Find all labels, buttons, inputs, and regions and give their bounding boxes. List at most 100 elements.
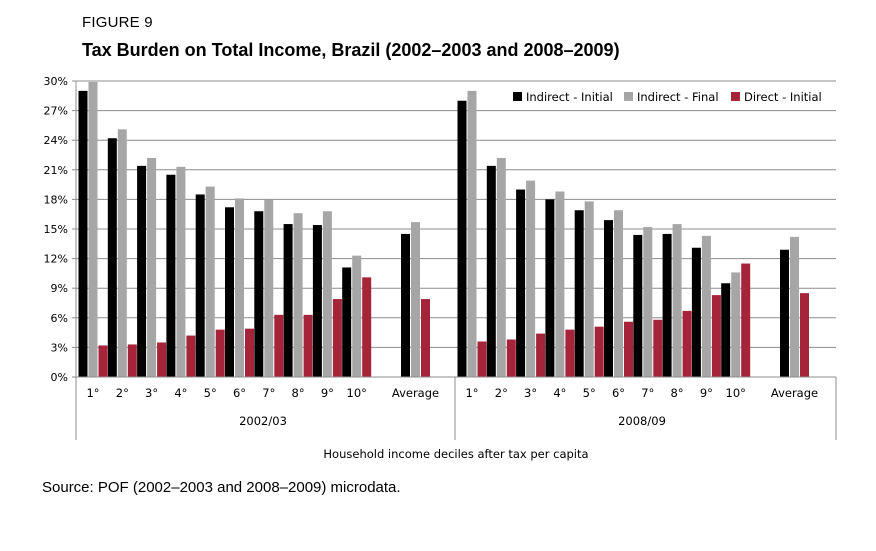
bar-2002-03-1-4 xyxy=(205,186,215,377)
y-tick-label: 30% xyxy=(44,75,68,88)
x-tick-label: 10° xyxy=(726,386,746,400)
bar-2002-03-0-7 xyxy=(283,224,293,377)
legend-label: Indirect - Initial xyxy=(526,90,613,104)
x-tick-label: 10° xyxy=(347,386,367,400)
bar-2002-03-1-0 xyxy=(88,81,98,377)
bar-2008-09-2-6 xyxy=(653,319,663,377)
bar-2002-03-2-1 xyxy=(127,344,137,377)
x-tick-label: 5° xyxy=(204,386,217,400)
x-tick-label: 9° xyxy=(700,386,713,400)
bar-2008-09-2-1 xyxy=(506,339,516,377)
x-tick-label: 3° xyxy=(145,386,158,400)
x-tick-label: 2° xyxy=(116,386,129,400)
source-note: Source: POF (2002–2003 and 2008–2009) mi… xyxy=(42,479,401,496)
x-tick-label: 7° xyxy=(641,386,654,400)
bar-2008-09-1-7 xyxy=(672,224,682,377)
bar-2008-09-2-3 xyxy=(565,329,575,377)
legend-swatch xyxy=(624,92,633,101)
bar-2002-03-0-3 xyxy=(166,174,176,377)
y-tick-label: 9% xyxy=(51,282,68,295)
legend-swatch xyxy=(731,92,740,101)
y-tick-label: 15% xyxy=(44,223,68,236)
x-tick-label: 5° xyxy=(583,386,596,400)
bar-2008-09-1-10 xyxy=(790,236,799,377)
bar-2002-03-2-9 xyxy=(362,277,372,377)
y-tick-label: 21% xyxy=(44,164,68,177)
y-tick-label: 6% xyxy=(51,312,68,325)
bar-2002-03-0-8 xyxy=(312,225,322,377)
y-tick-label: 3% xyxy=(51,341,68,354)
x-tick-label: 4° xyxy=(174,386,187,400)
legend-label: Indirect - Final xyxy=(637,90,719,104)
x-tick-label: 2° xyxy=(495,386,508,400)
figure-label: FIGURE 9 xyxy=(82,14,153,31)
bar-2008-09-0-0 xyxy=(457,100,467,377)
bar-2002-03-1-9 xyxy=(352,255,362,377)
bar-2008-09-1-4 xyxy=(584,201,594,377)
bar-2002-03-0-0 xyxy=(78,90,88,377)
bar-2008-09-1-5 xyxy=(614,210,623,377)
bar-2008-09-2-10 xyxy=(800,293,809,377)
y-tick-label: 27% xyxy=(44,105,68,118)
bar-2008-09-2-8 xyxy=(711,295,721,377)
bar-2002-03-2-4 xyxy=(215,329,225,377)
bar-2008-09-0-5 xyxy=(604,220,613,377)
x-tick-label: 4° xyxy=(553,386,566,400)
y-tick-label: 24% xyxy=(44,134,68,147)
bar-2008-09-0-8 xyxy=(691,247,701,377)
bar-2008-09-1-9 xyxy=(731,272,741,377)
bar-2002-03-0-2 xyxy=(137,165,147,377)
bar-2008-09-2-7 xyxy=(682,310,692,377)
bar-2002-03-1-1 xyxy=(117,129,127,377)
legend-swatch xyxy=(513,92,522,101)
bar-2008-09-0-2 xyxy=(516,189,526,377)
bar-2008-09-0-9 xyxy=(721,283,731,377)
legend-label: Direct - Initial xyxy=(744,90,822,104)
bar-2008-09-1-8 xyxy=(701,235,711,377)
bar-2008-09-1-3 xyxy=(555,191,565,377)
x-axis-labels: 1° 2° 3° 4° 5° 6° 7° 8° 9° 10° Average 2002/03 1° 2° 3… xyxy=(86,386,818,428)
y-axis-ticks: 0% 3% 6% 9% 12% 15% 18% 21% 24% 27% 30% xyxy=(44,75,76,384)
bar-2002-03-0-6 xyxy=(254,211,264,377)
bar-2008-09-0-10 xyxy=(780,249,789,377)
legend: Indirect - Initial Indirect - Final Direct… xyxy=(513,90,822,104)
bar-2008-09-1-2 xyxy=(526,180,536,377)
x-tick-label: 9° xyxy=(321,386,334,400)
bar-2008-09-0-3 xyxy=(545,199,555,377)
bar-2008-09-1-0 xyxy=(467,90,477,377)
x-tick-label: 8° xyxy=(292,386,305,400)
bar-2008-09-1-6 xyxy=(643,227,653,377)
bar-2002-03-2-3 xyxy=(186,335,196,377)
x-tick-label: 6° xyxy=(233,386,246,400)
bar-2008-09-0-1 xyxy=(486,165,496,377)
y-tick-label: 18% xyxy=(44,193,68,206)
bar-2002-03-2-8 xyxy=(332,299,342,377)
bar-2008-09-2-9 xyxy=(741,263,751,377)
axis-frame xyxy=(75,81,837,440)
x-tick-label: 7° xyxy=(262,386,275,400)
bar-2002-03-1-7 xyxy=(293,213,303,377)
bar-2002-03-1-6 xyxy=(264,199,274,377)
bars xyxy=(78,81,809,377)
bar-2002-03-1-10 xyxy=(411,222,420,377)
bar-2002-03-2-10 xyxy=(421,299,430,377)
x-tick-label: 3° xyxy=(524,386,537,400)
bar-2002-03-2-7 xyxy=(303,314,313,377)
bar-2002-03-0-4 xyxy=(195,194,205,377)
bar-2002-03-1-5 xyxy=(235,198,244,377)
bar-2002-03-2-0 xyxy=(98,345,108,377)
bar-2008-09-0-6 xyxy=(633,234,643,377)
bar-2002-03-0-1 xyxy=(107,138,117,377)
x-tick-label: 8° xyxy=(671,386,684,400)
x-axis-title: Household income deciles after tax per c… xyxy=(323,447,588,461)
bar-2008-09-2-5 xyxy=(624,321,633,377)
bar-2008-09-0-4 xyxy=(574,210,584,377)
x-tick-label: 6° xyxy=(612,386,625,400)
bar-2008-09-2-2 xyxy=(536,333,546,377)
bar-2002-03-1-8 xyxy=(322,211,332,377)
bar-2002-03-1-3 xyxy=(176,166,186,377)
bar-chart: 0% 3% 6% 9% 12% 15% 18% 21% 24% 27% 30% 1° 2° 3° 4° 5°… xyxy=(44,75,837,461)
group-label: 2008/09 xyxy=(618,414,666,428)
chart-title: Tax Burden on Total Income, Brazil (2002… xyxy=(82,40,620,60)
group-label: 2002/03 xyxy=(239,414,287,428)
